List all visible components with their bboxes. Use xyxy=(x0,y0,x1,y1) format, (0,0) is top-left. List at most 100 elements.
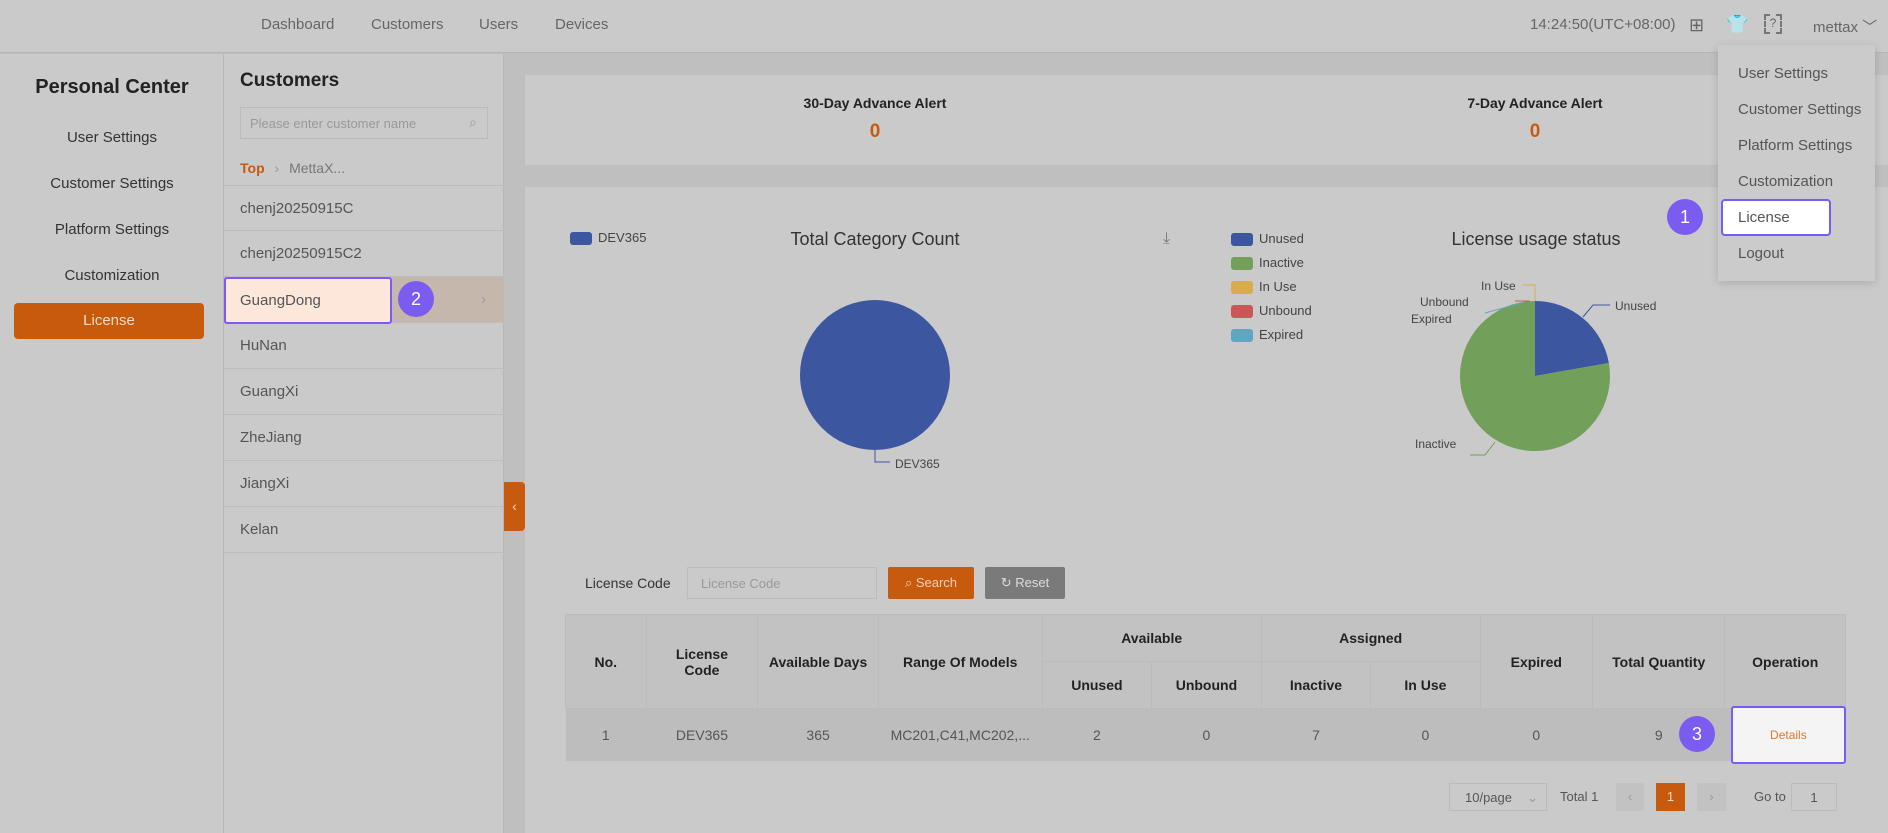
category-chart-title: Total Category Count xyxy=(790,229,960,249)
menu-item-platform-settings[interactable]: Platform Settings xyxy=(1738,137,1853,154)
cell-expired: 0 xyxy=(1480,708,1593,761)
page-size-select[interactable]: 10/page ⌄ xyxy=(1449,783,1547,811)
page-size-value: 10/page xyxy=(1465,790,1512,805)
legend-item-dev365[interactable]: DEV365 xyxy=(570,230,646,246)
pie-leader-line xyxy=(1484,301,1526,314)
breadcrumb-top[interactable]: Top xyxy=(240,160,265,176)
legend-label: In Use xyxy=(1259,279,1297,294)
customer-item[interactable]: chenj20250915C xyxy=(224,185,504,231)
menu-item-license[interactable]: License xyxy=(1721,199,1831,236)
step-badge-2: 2 xyxy=(398,281,434,317)
th-code: License Code xyxy=(645,614,759,709)
help-scan-icon[interactable]: ? xyxy=(1764,14,1782,34)
customer-item[interactable]: Kelan xyxy=(224,507,504,553)
sidebar-title: Personal Center xyxy=(35,76,189,98)
sidebar-item-platform-settings[interactable]: Platform Settings xyxy=(54,221,170,238)
customer-item-selected[interactable]: GuangDong › xyxy=(224,277,504,324)
pie-label-dev365: DEV365 xyxy=(895,457,940,471)
category-pie xyxy=(800,300,950,450)
menu-item-logout[interactable]: Logout xyxy=(1738,245,1784,262)
user-menu-toggle[interactable]: mettax ﹀ xyxy=(1813,16,1877,37)
cell-days: 365 xyxy=(757,708,879,761)
legend-swatch xyxy=(1231,305,1253,319)
th-operation: Operation xyxy=(1724,614,1846,709)
customer-item[interactable]: JiangXi xyxy=(224,461,504,507)
legend-label: Expired xyxy=(1259,327,1304,342)
nav-customers[interactable]: Customers xyxy=(371,16,444,33)
sidebar-item-customer-settings[interactable]: Customer Settings xyxy=(50,175,174,192)
pie-label-inuse: In Use xyxy=(1481,279,1516,293)
pie-slice-inactive[interactable] xyxy=(1460,301,1611,451)
sidebar-item-license[interactable]: License xyxy=(14,303,204,339)
user-dropdown-menu: User Settings Customer Settings Platform… xyxy=(1718,45,1875,281)
customer-item[interactable]: HuNan xyxy=(224,323,504,369)
customer-item[interactable]: ZheJiang xyxy=(224,415,504,461)
reset-label: Reset xyxy=(1015,575,1050,590)
refresh-icon: ↻ xyxy=(1000,575,1016,590)
next-page-button[interactable]: › xyxy=(1697,783,1726,811)
customer-item[interactable]: chenj20250915C2 xyxy=(224,231,504,277)
pie-label-inactive: Inactive xyxy=(1415,437,1457,451)
cell-unused: 2 xyxy=(1042,708,1152,761)
license-table: No. License Code Available Days Range Of… xyxy=(565,614,1846,764)
chevron-right-icon: › xyxy=(274,160,280,176)
license-code-input[interactable]: License Code xyxy=(687,567,877,599)
cell-code: DEV365 xyxy=(646,708,758,761)
legend-item-inactive[interactable]: Inactive xyxy=(1231,255,1304,271)
chevron-left-icon: ‹ xyxy=(512,498,517,514)
th-total: Total Quantity xyxy=(1592,614,1726,709)
prev-page-button[interactable]: ‹ xyxy=(1616,783,1644,811)
pie-label-unused: Unused xyxy=(1615,299,1657,313)
sidebar-item-customization[interactable]: Customization xyxy=(64,267,160,284)
menu-item-customization[interactable]: Customization xyxy=(1738,173,1834,190)
th-models: Range Of Models xyxy=(877,614,1043,709)
nav-devices[interactable]: Devices xyxy=(555,16,609,33)
nav-dashboard[interactable]: Dashboard xyxy=(261,16,335,33)
pie-slice-dev365[interactable] xyxy=(800,300,950,450)
customer-panel: Customers Please enter customer name ⌕ T… xyxy=(224,54,504,833)
th-unbound: Unbound xyxy=(1151,661,1262,709)
legend-swatch xyxy=(570,232,592,246)
menu-item-customer-settings[interactable]: Customer Settings xyxy=(1738,101,1862,118)
legend-item-inuse[interactable]: In Use xyxy=(1231,279,1297,295)
legend-item-unused[interactable]: Unused xyxy=(1231,231,1304,247)
nav-users[interactable]: Users xyxy=(479,16,519,33)
menu-item-user-settings[interactable]: User Settings xyxy=(1738,65,1829,82)
pie-label-expired: Expired xyxy=(1411,312,1452,326)
breadcrumb: Top › MettaX... xyxy=(240,160,345,176)
chevron-down-icon: ⌄ xyxy=(1527,790,1538,805)
customer-search[interactable]: Please enter customer name ⌕ xyxy=(240,107,488,139)
search-icon[interactable]: ⌕ xyxy=(469,114,477,130)
legend-swatch xyxy=(1231,233,1253,247)
legend-item-expired[interactable]: Expired xyxy=(1231,327,1304,343)
customer-item[interactable]: GuangXi xyxy=(224,369,504,415)
customers-title: Customers xyxy=(240,70,340,91)
chevron-down-icon: ﹀ xyxy=(1862,19,1878,36)
shirt-icon[interactable]: 👕 xyxy=(1726,14,1749,34)
grid-icon[interactable]: ⊞ xyxy=(1689,15,1705,35)
search-button[interactable]: ⌕ Search xyxy=(888,567,974,599)
charts-svg xyxy=(800,284,1611,463)
th-available: Available xyxy=(1041,614,1262,662)
details-link[interactable]: Details xyxy=(1730,706,1846,764)
search-label: Search xyxy=(915,575,958,590)
step-badge-3: 3 xyxy=(1679,716,1715,752)
alert-7-label: 7-Day Advance Alert xyxy=(1467,95,1603,111)
search-icon: ⌕ xyxy=(904,575,916,590)
cell-inactive: 7 xyxy=(1261,708,1371,761)
page-1-button[interactable]: 1 xyxy=(1656,783,1685,811)
pie-slice-unused[interactable] xyxy=(1535,301,1609,376)
breadcrumb-current: MettaX... xyxy=(289,160,346,176)
reset-button[interactable]: ↻ Reset xyxy=(985,567,1065,599)
pie-leader-line xyxy=(1582,304,1610,318)
sidebar-item-user-settings[interactable]: User Settings xyxy=(66,129,158,146)
legend-label: Unused xyxy=(1259,231,1304,246)
download-icon[interactable]: ⤓ xyxy=(1163,230,1171,247)
username: mettax xyxy=(1813,19,1859,36)
collapse-panel-button[interactable]: ‹ xyxy=(504,482,525,531)
legend-item-unbound[interactable]: Unbound xyxy=(1231,303,1312,319)
step-badge-1: 1 xyxy=(1667,199,1703,235)
cell-models: MC201,C41,MC202,... xyxy=(878,708,1043,761)
goto-input[interactable]: 1 xyxy=(1791,783,1837,811)
chevron-right-icon: › xyxy=(481,291,486,308)
